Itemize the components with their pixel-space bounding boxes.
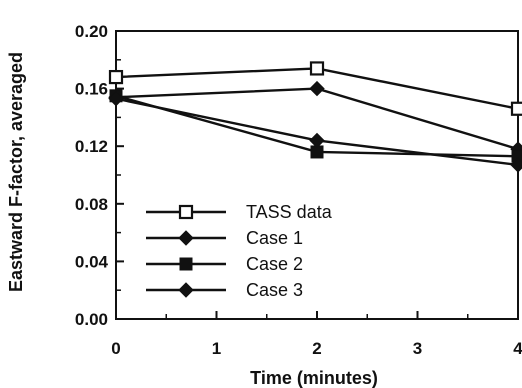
legend-marker <box>178 204 194 220</box>
legend-label: TASS data <box>246 202 333 222</box>
y-tick-label: 0.08 <box>75 195 108 214</box>
legend-entry: Case 1 <box>146 228 303 248</box>
x-tick-label: 1 <box>212 339 221 358</box>
data-point <box>510 101 522 116</box>
y-tick-label: 0.20 <box>75 22 108 41</box>
legend-marker <box>178 230 194 246</box>
data-point <box>309 80 325 97</box>
series-1 <box>108 61 522 116</box>
x-axis-title: Time (minutes) <box>250 368 378 388</box>
x-tick-label: 3 <box>413 339 422 358</box>
data-point <box>510 157 522 173</box>
legend-marker <box>179 257 193 271</box>
data-point <box>108 69 124 85</box>
series-3 <box>109 89 522 163</box>
y-tick-label: 0.00 <box>75 310 108 329</box>
x-tick-label: 0 <box>111 339 120 358</box>
data-point <box>309 61 325 76</box>
legend-entry: Case 3 <box>146 280 303 300</box>
legend-marker <box>178 282 194 298</box>
y-axis-title: Eastward F-factor, averaged <box>6 52 26 292</box>
legend-label: Case 1 <box>246 228 303 248</box>
legend-entry: Case 2 <box>146 254 303 274</box>
y-tick-label: 0.04 <box>75 252 109 271</box>
x-tick-label: 4 <box>513 339 522 358</box>
y-tick-label: 0.16 <box>75 80 108 99</box>
series-4 <box>108 90 522 173</box>
legend-entry: TASS data <box>146 202 333 222</box>
data-point <box>108 90 124 107</box>
x-tick-label: 2 <box>312 339 321 358</box>
legend-label: Case 3 <box>246 280 303 300</box>
data-point <box>309 132 325 149</box>
y-tick-label: 0.12 <box>75 137 108 156</box>
legend-label: Case 2 <box>246 254 303 274</box>
